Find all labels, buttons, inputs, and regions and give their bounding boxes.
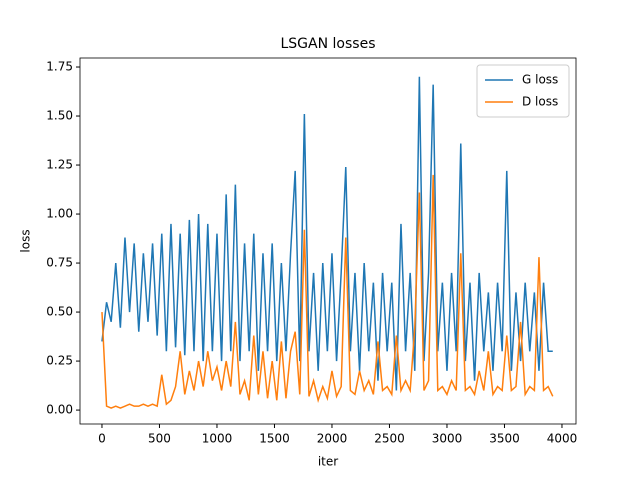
- legend-box: [476, 64, 570, 118]
- y-tick-label: 1.00: [46, 207, 73, 221]
- legend-label: G loss: [522, 73, 558, 87]
- axes-frame: [79, 57, 577, 425]
- x-tick-label: 3500: [489, 432, 520, 446]
- x-tick-label: 2500: [374, 432, 405, 446]
- x-tick-label: 2000: [317, 432, 348, 446]
- y-tick-label: 0.50: [46, 305, 73, 319]
- x-tick-label: 3000: [432, 432, 463, 446]
- y-tick-label: 1.50: [46, 109, 73, 123]
- x-tick-label: 4000: [547, 432, 578, 446]
- x-tick-label: 500: [148, 432, 171, 446]
- y-tick-label: 0.75: [46, 256, 73, 270]
- y-tick-label: 1.25: [46, 158, 73, 172]
- y-tick-label: 0.25: [46, 354, 73, 368]
- x-tick-label: 0: [98, 432, 106, 446]
- line-series: [101, 174, 554, 409]
- x-tick-label: 1500: [259, 432, 290, 446]
- x-tick-label: 1000: [202, 432, 233, 446]
- y-axis-label: loss: [19, 229, 33, 252]
- y-tick-label: 0.00: [46, 403, 73, 417]
- chart-title: LSGAN losses: [281, 36, 376, 52]
- line-series: [101, 76, 553, 391]
- y-tick-label: 1.75: [46, 60, 73, 74]
- x-axis-label: iter: [318, 455, 338, 469]
- legend-label: D loss: [522, 95, 558, 109]
